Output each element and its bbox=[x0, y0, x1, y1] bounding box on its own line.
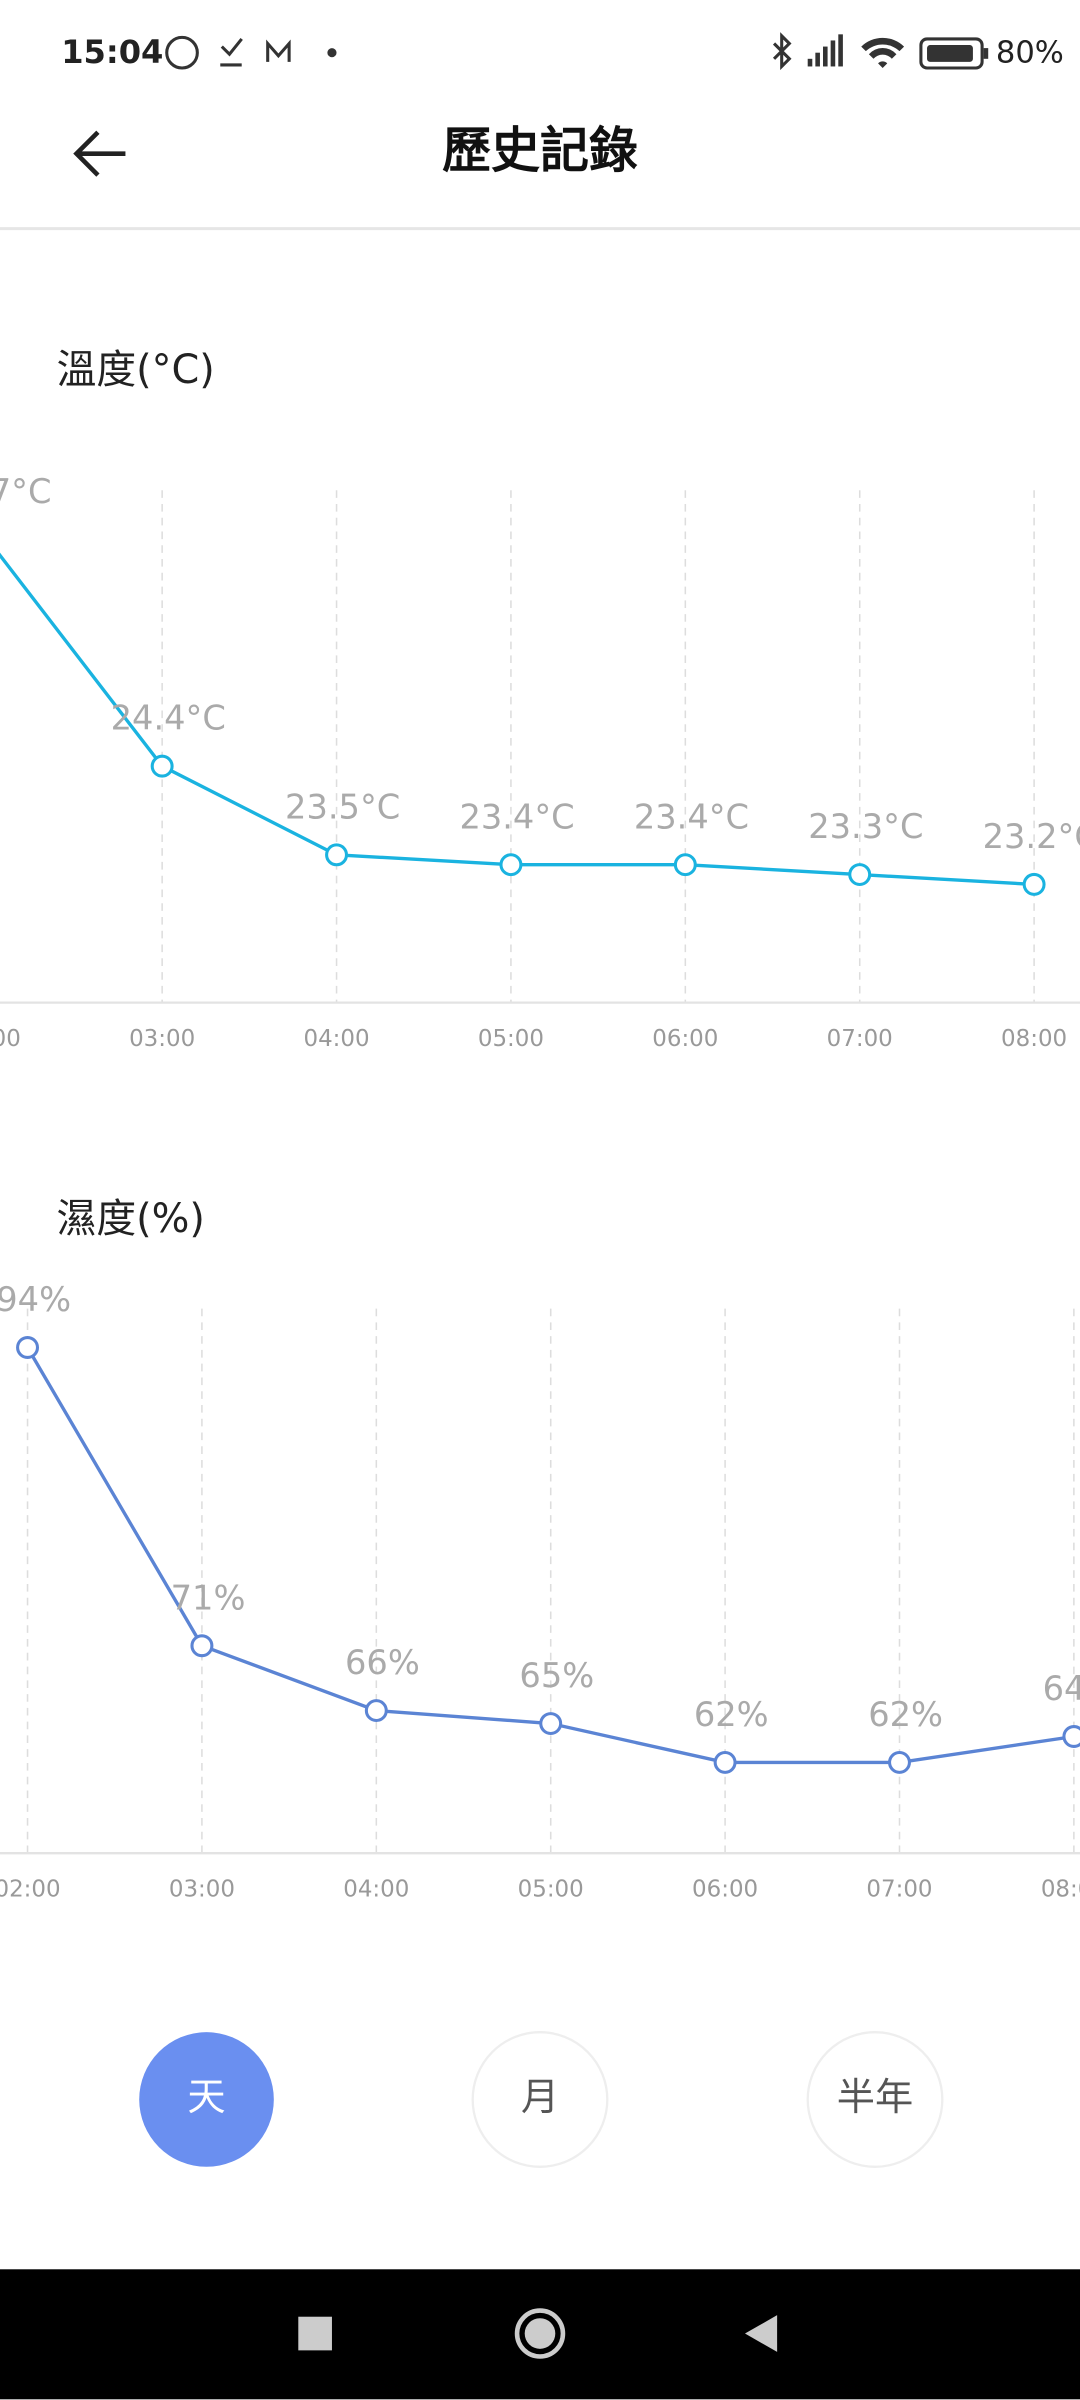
x-tick-label: 06:00 bbox=[652, 1026, 718, 1052]
x-tick-label: 06:00 bbox=[692, 1876, 758, 1902]
data-label: 66% bbox=[345, 1643, 420, 1682]
x-tick-label: 03:00 bbox=[129, 1026, 195, 1052]
charts: 02:00 03:00 04:00 05:00 06:00 07:00 08:00 26.7°… bbox=[0, 472, 1080, 1902]
data-point bbox=[713, 1750, 737, 1774]
x-tick-label: 02:00 bbox=[0, 1876, 61, 1902]
x-tick-label: 08:00 bbox=[1001, 1026, 1067, 1052]
data-label: 23.5°C bbox=[285, 787, 400, 826]
x-tick-label: 03:00 bbox=[169, 1876, 235, 1902]
data-label: 26.7°C bbox=[0, 472, 51, 511]
chart-title: 溫度(°C) bbox=[57, 347, 215, 393]
status-icons-right bbox=[772, 32, 989, 71]
data-point bbox=[16, 1336, 40, 1359]
data-label: 94% bbox=[0, 1280, 71, 1319]
data-label: 23.2°C bbox=[983, 817, 1080, 856]
data-label: 23.4°C bbox=[634, 797, 749, 836]
nav-home[interactable] bbox=[514, 2308, 566, 2359]
x-tick-label: 04:00 bbox=[303, 1026, 369, 1052]
x-tick-label: 05:00 bbox=[518, 1876, 584, 1902]
data-point bbox=[673, 853, 697, 877]
tab-label: 天 bbox=[187, 2076, 225, 2120]
nav-recents[interactable] bbox=[298, 2316, 332, 2351]
status-icons-left bbox=[165, 35, 337, 70]
tab-halfyear[interactable] bbox=[806, 2031, 944, 2168]
nav-back[interactable] bbox=[744, 2315, 778, 2352]
data-point bbox=[539, 1712, 563, 1736]
data-point bbox=[499, 853, 523, 877]
data-label: 23.4°C bbox=[459, 797, 574, 836]
data-label: 64% bbox=[1043, 1669, 1080, 1708]
data-point bbox=[1062, 1725, 1080, 1748]
tab-month[interactable] bbox=[471, 2031, 609, 2168]
data-point bbox=[325, 843, 349, 867]
chart-title: 濕度(%) bbox=[57, 1196, 205, 1242]
data-label: 62% bbox=[694, 1695, 769, 1734]
nav-home-dot bbox=[524, 2318, 556, 2349]
data-point bbox=[888, 1750, 911, 1774]
x-tick-label: 05:00 bbox=[478, 1026, 544, 1052]
data-label: 71% bbox=[171, 1578, 246, 1617]
x-tick-label: 04:00 bbox=[343, 1876, 409, 1902]
back-button[interactable] bbox=[73, 130, 126, 177]
data-label: 24.4°C bbox=[111, 699, 226, 738]
data-point bbox=[1022, 872, 1046, 896]
tab-label: 半年 bbox=[837, 2076, 913, 2120]
tab-day[interactable] bbox=[139, 2032, 274, 2167]
status-time: 15:04 bbox=[61, 33, 163, 71]
tab-label: 月 bbox=[521, 2076, 559, 2120]
data-point bbox=[190, 1634, 214, 1658]
data-label: 23.3°C bbox=[808, 807, 923, 846]
header-title: 歷史記錄 bbox=[442, 122, 638, 179]
x-tick-label: 07:00 bbox=[827, 1026, 893, 1052]
x-tick-label: 08:00 bbox=[1041, 1876, 1080, 1902]
data-label: 62% bbox=[868, 1695, 943, 1734]
data-point bbox=[848, 863, 872, 887]
data-point bbox=[150, 754, 174, 778]
x-tick-label: 07:00 bbox=[866, 1876, 932, 1902]
data-point bbox=[364, 1699, 388, 1723]
status-battery: 80% bbox=[996, 36, 1064, 71]
data-label: 65% bbox=[519, 1656, 594, 1695]
x-tick-label: 02:00 bbox=[0, 1026, 21, 1052]
